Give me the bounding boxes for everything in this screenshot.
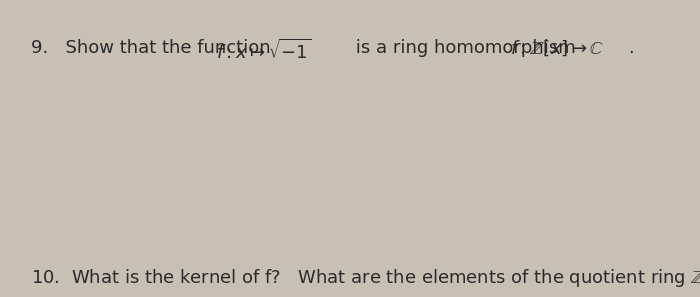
Text: $f:\mathbb{Z}[x] \to \mathbb{C}$: $f:\mathbb{Z}[x] \to \mathbb{C}$: [510, 39, 604, 58]
Text: $f:x \mapsto \sqrt{-1}$: $f:x \mapsto \sqrt{-1}$: [216, 39, 312, 63]
Text: .: .: [629, 39, 634, 57]
Text: is a ring homomorphism: is a ring homomorphism: [350, 39, 582, 57]
Text: 10.  What is the kernel of f?   What are the elements of the quotient ring $\mat: 10. What is the kernel of f? What are th…: [31, 267, 700, 289]
Text: 9.   Show that the function: 9. Show that the function: [31, 39, 276, 57]
